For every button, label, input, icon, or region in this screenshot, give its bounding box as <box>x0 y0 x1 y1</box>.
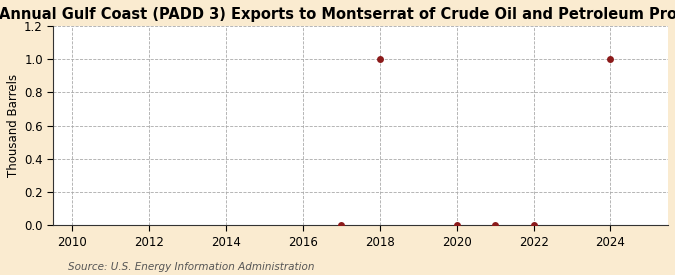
Title: Annual Gulf Coast (PADD 3) Exports to Montserrat of Crude Oil and Petroleum Prod: Annual Gulf Coast (PADD 3) Exports to Mo… <box>0 7 675 22</box>
Point <box>490 223 501 228</box>
Point <box>336 223 347 228</box>
Point <box>605 57 616 61</box>
Point <box>452 223 462 228</box>
Point <box>375 57 385 61</box>
Text: Source: U.S. Energy Information Administration: Source: U.S. Energy Information Administ… <box>68 262 314 272</box>
Point <box>528 223 539 228</box>
Y-axis label: Thousand Barrels: Thousand Barrels <box>7 74 20 177</box>
